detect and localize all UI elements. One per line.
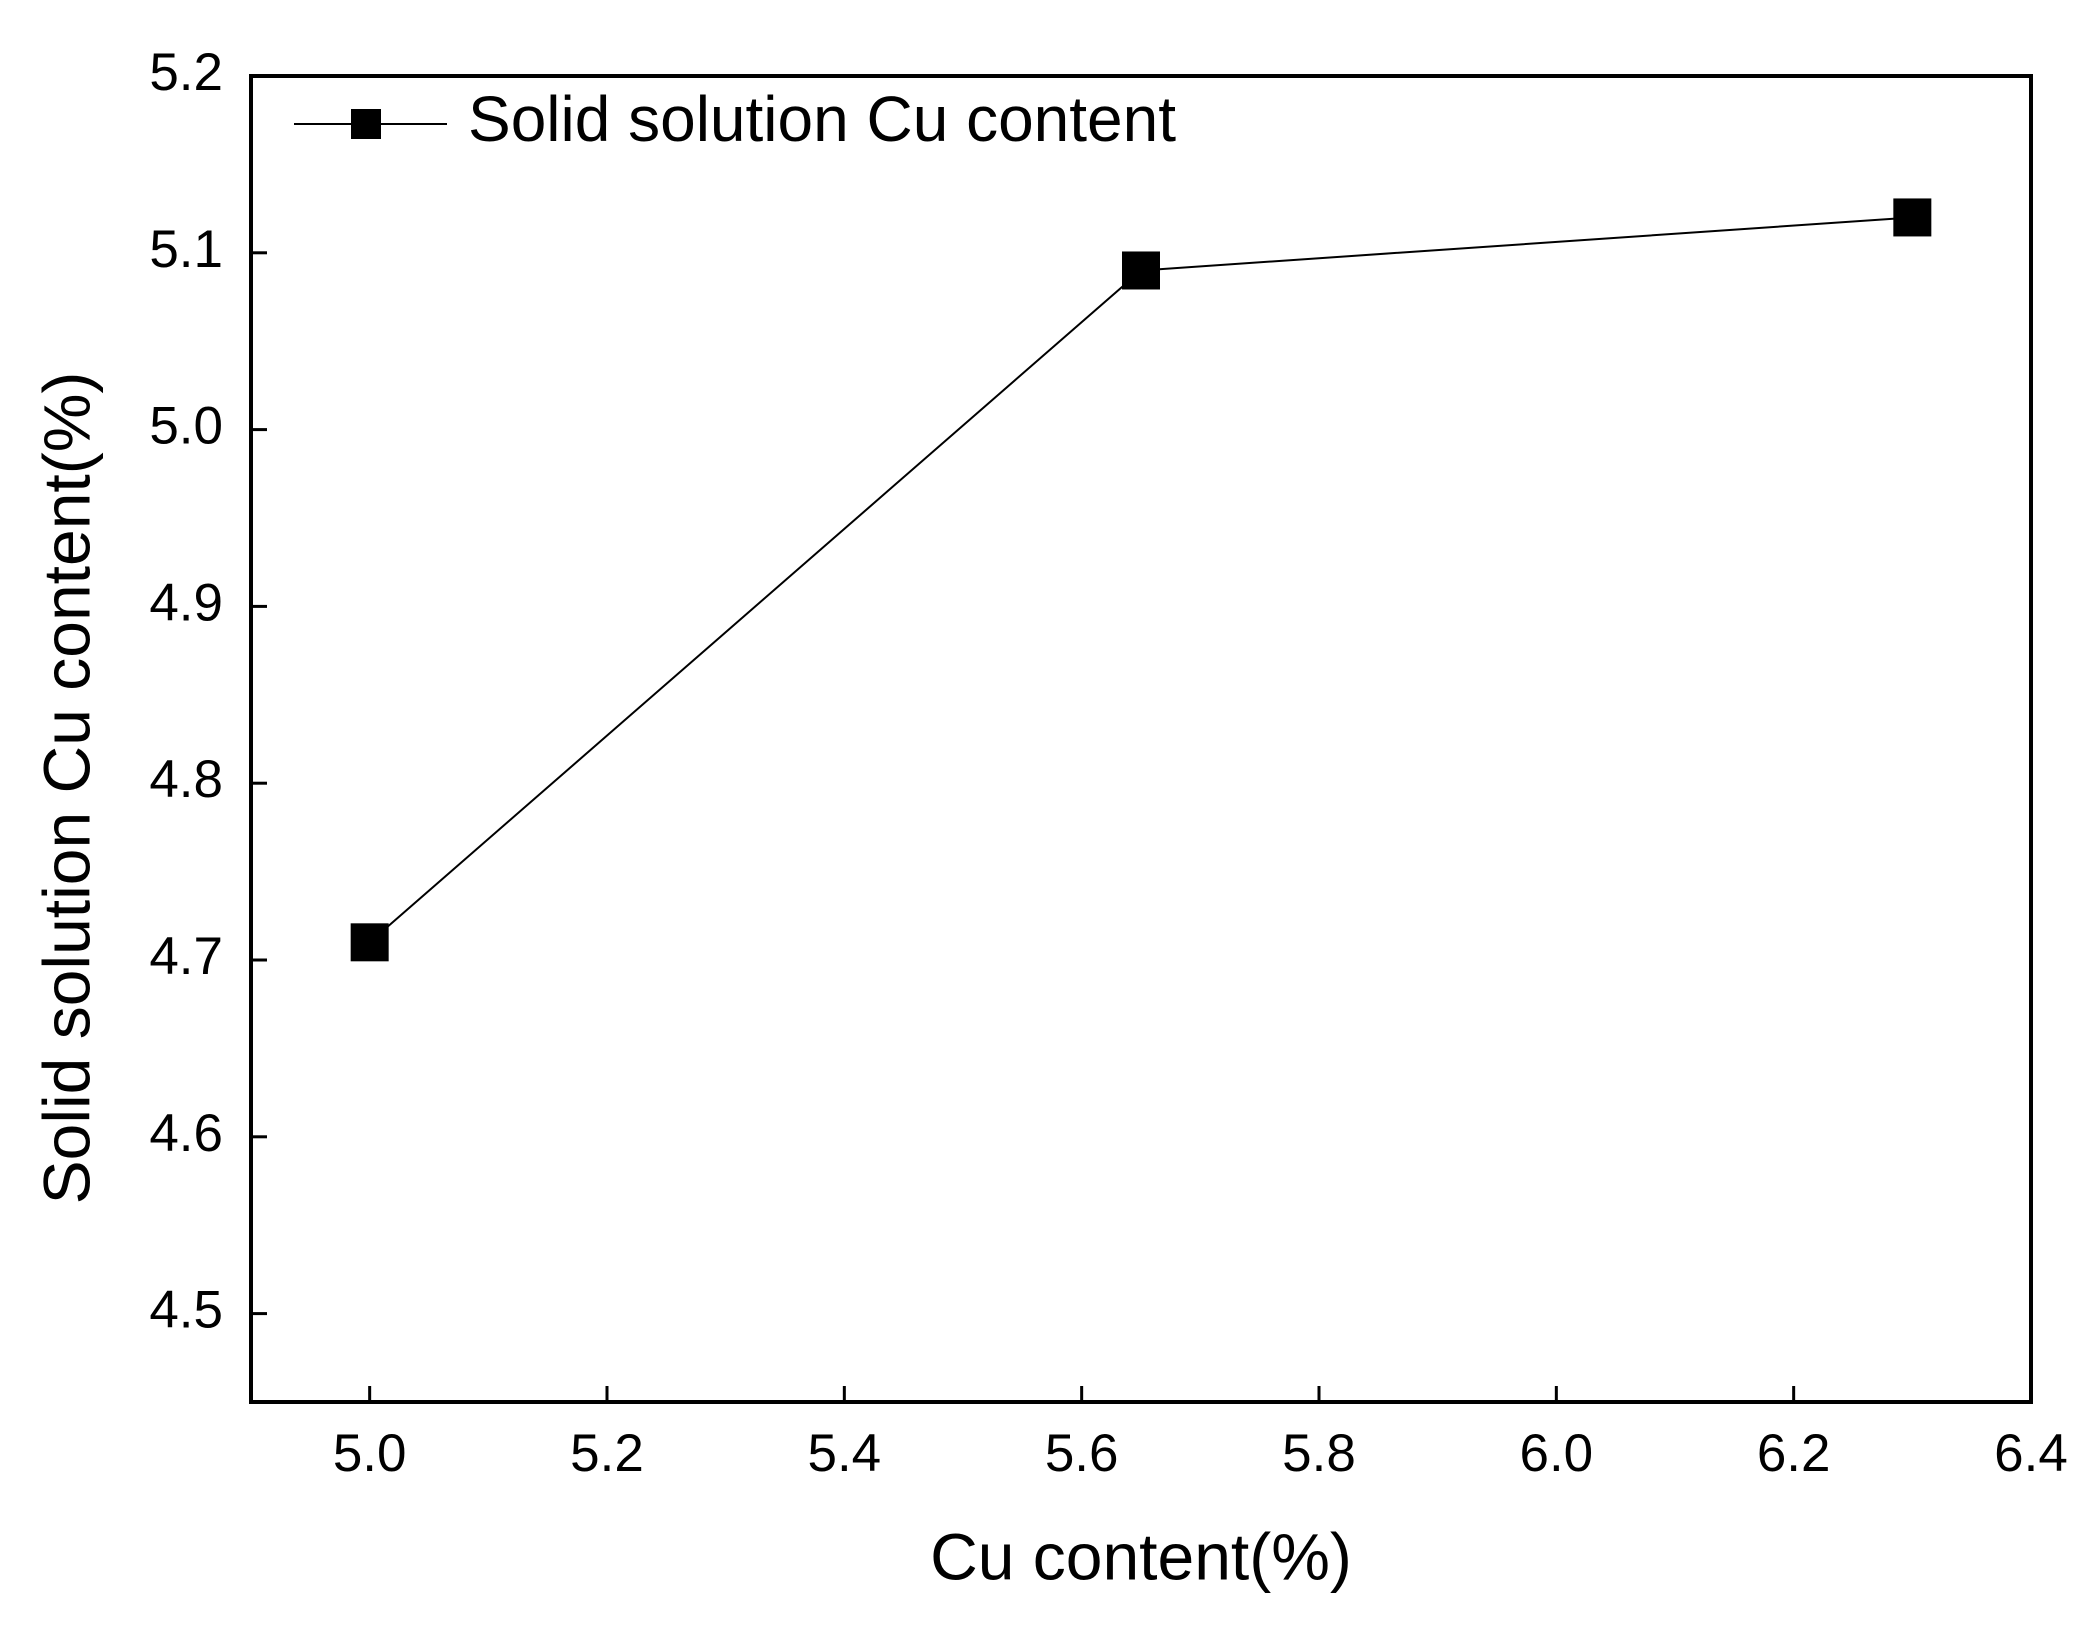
x-axis-label: Cu content(%) xyxy=(930,1519,1352,1593)
y-tick-label: 5.0 xyxy=(149,397,223,456)
y-tick-label: 4.7 xyxy=(149,927,223,986)
x-tick-label: 5.4 xyxy=(807,1424,881,1483)
x-tick-label: 6.2 xyxy=(1757,1424,1831,1483)
plot-frame xyxy=(249,74,2033,1404)
y-tick-label: 4.9 xyxy=(149,573,223,632)
y-tick-label: 5.2 xyxy=(149,43,223,102)
data-point xyxy=(350,923,389,962)
x-tick-label: 5.2 xyxy=(570,1424,644,1483)
data-line xyxy=(369,216,1913,944)
x-tick-label: 5.8 xyxy=(1282,1424,1356,1483)
data-point xyxy=(1122,251,1160,290)
y-tick-label: 4.5 xyxy=(149,1281,223,1340)
x-tick-label: 5.6 xyxy=(1045,1424,1119,1483)
x-tick-label: 6.4 xyxy=(1994,1424,2068,1483)
y-axis-label: Solid solution Cu content(%) xyxy=(29,372,103,1205)
y-tick-label: 4.8 xyxy=(149,750,223,809)
y-tick-label: 4.6 xyxy=(149,1104,223,1163)
x-tick-label: 6.0 xyxy=(1519,1424,1593,1483)
x-tick-label: 5.0 xyxy=(333,1424,407,1483)
y-tick-label: 5.1 xyxy=(149,220,223,279)
legend-label: Solid solution Cu content xyxy=(468,83,1176,155)
legend-marker xyxy=(351,109,381,139)
data-point xyxy=(1893,198,1932,237)
